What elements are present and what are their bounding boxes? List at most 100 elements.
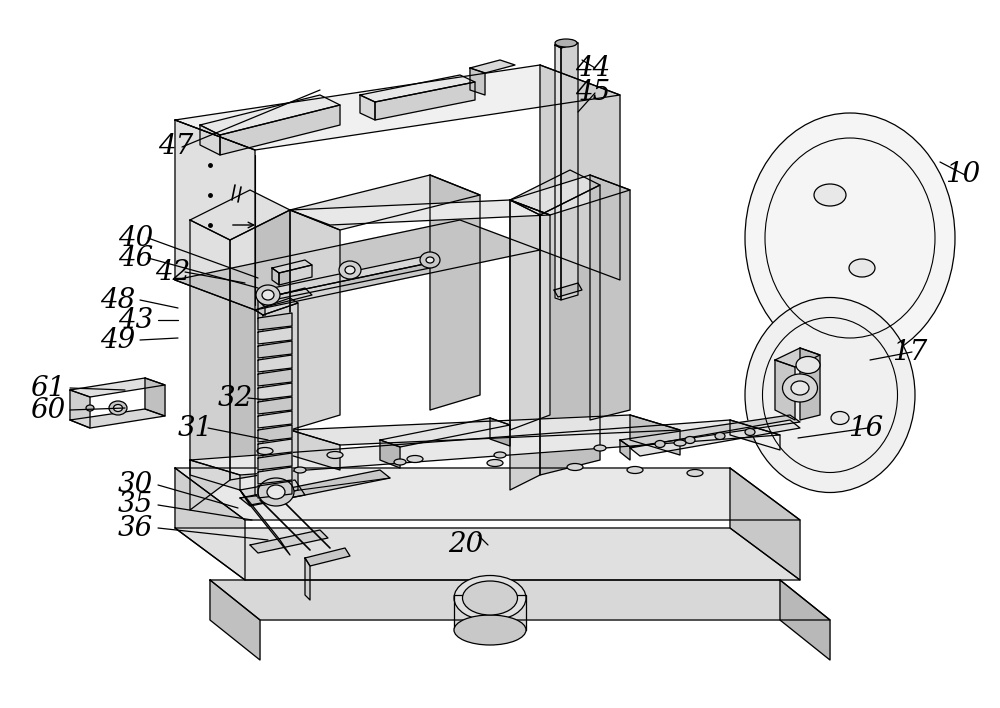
Polygon shape bbox=[620, 440, 630, 460]
Polygon shape bbox=[258, 383, 292, 400]
Polygon shape bbox=[255, 310, 263, 500]
Text: 20: 20 bbox=[448, 532, 483, 559]
Polygon shape bbox=[258, 327, 292, 344]
Text: 17: 17 bbox=[892, 338, 927, 365]
Text: 61: 61 bbox=[30, 375, 65, 401]
Ellipse shape bbox=[86, 405, 94, 411]
Polygon shape bbox=[290, 175, 480, 230]
Polygon shape bbox=[190, 420, 780, 475]
Text: 30: 30 bbox=[118, 472, 153, 498]
Text: 43: 43 bbox=[118, 307, 153, 333]
Ellipse shape bbox=[394, 459, 406, 465]
Ellipse shape bbox=[687, 469, 703, 476]
Ellipse shape bbox=[782, 374, 818, 402]
Ellipse shape bbox=[345, 266, 355, 274]
Polygon shape bbox=[470, 60, 515, 73]
Polygon shape bbox=[258, 481, 292, 498]
Polygon shape bbox=[175, 65, 620, 150]
Text: 48: 48 bbox=[100, 287, 135, 314]
Polygon shape bbox=[230, 210, 290, 480]
Text: 47: 47 bbox=[158, 134, 193, 161]
Polygon shape bbox=[258, 467, 292, 484]
Polygon shape bbox=[175, 468, 800, 520]
Ellipse shape bbox=[555, 39, 577, 47]
Polygon shape bbox=[258, 300, 265, 328]
Ellipse shape bbox=[454, 576, 526, 620]
Text: 40: 40 bbox=[118, 224, 153, 251]
Polygon shape bbox=[250, 530, 328, 553]
Polygon shape bbox=[510, 200, 550, 430]
Polygon shape bbox=[70, 390, 90, 428]
Ellipse shape bbox=[685, 437, 695, 443]
Polygon shape bbox=[730, 468, 800, 580]
Ellipse shape bbox=[339, 261, 361, 279]
Ellipse shape bbox=[258, 478, 294, 506]
Polygon shape bbox=[510, 170, 600, 215]
Polygon shape bbox=[200, 95, 340, 135]
Polygon shape bbox=[430, 175, 480, 410]
Polygon shape bbox=[490, 418, 510, 446]
Polygon shape bbox=[554, 283, 582, 297]
Ellipse shape bbox=[257, 447, 273, 455]
Text: 60: 60 bbox=[30, 396, 65, 423]
Ellipse shape bbox=[745, 113, 955, 363]
Polygon shape bbox=[210, 580, 260, 660]
Polygon shape bbox=[775, 360, 795, 420]
Ellipse shape bbox=[849, 259, 875, 277]
Polygon shape bbox=[360, 95, 375, 120]
Ellipse shape bbox=[114, 404, 122, 411]
Text: 49: 49 bbox=[100, 326, 135, 353]
Ellipse shape bbox=[831, 411, 849, 425]
Polygon shape bbox=[175, 468, 245, 580]
Polygon shape bbox=[630, 415, 680, 455]
Ellipse shape bbox=[420, 252, 440, 268]
Text: 44: 44 bbox=[575, 55, 610, 81]
Polygon shape bbox=[380, 418, 510, 447]
Polygon shape bbox=[800, 348, 820, 420]
Ellipse shape bbox=[674, 440, 686, 446]
Polygon shape bbox=[200, 125, 220, 155]
Text: 35: 35 bbox=[118, 491, 153, 518]
Polygon shape bbox=[70, 409, 165, 428]
Polygon shape bbox=[305, 548, 350, 566]
Polygon shape bbox=[540, 185, 600, 475]
Ellipse shape bbox=[715, 433, 725, 440]
Ellipse shape bbox=[454, 615, 526, 645]
Polygon shape bbox=[555, 40, 578, 48]
Polygon shape bbox=[210, 580, 830, 620]
Polygon shape bbox=[175, 220, 540, 310]
Polygon shape bbox=[375, 82, 475, 120]
Polygon shape bbox=[255, 298, 298, 315]
Polygon shape bbox=[258, 453, 292, 470]
Ellipse shape bbox=[426, 257, 434, 263]
Polygon shape bbox=[175, 120, 255, 310]
Ellipse shape bbox=[256, 285, 280, 305]
Polygon shape bbox=[290, 210, 340, 430]
Ellipse shape bbox=[567, 464, 583, 471]
Ellipse shape bbox=[494, 452, 506, 458]
Ellipse shape bbox=[594, 445, 606, 451]
Ellipse shape bbox=[814, 184, 846, 206]
Ellipse shape bbox=[745, 297, 915, 493]
Text: 31: 31 bbox=[178, 414, 213, 442]
Polygon shape bbox=[258, 411, 292, 428]
Polygon shape bbox=[290, 430, 340, 470]
Polygon shape bbox=[272, 260, 312, 273]
Polygon shape bbox=[70, 378, 165, 397]
Polygon shape bbox=[590, 175, 630, 420]
Polygon shape bbox=[730, 420, 780, 450]
Polygon shape bbox=[272, 268, 279, 285]
Polygon shape bbox=[258, 397, 292, 414]
Ellipse shape bbox=[262, 290, 274, 300]
Polygon shape bbox=[290, 415, 680, 445]
Polygon shape bbox=[240, 480, 305, 505]
Text: 45: 45 bbox=[575, 79, 610, 106]
Polygon shape bbox=[258, 369, 292, 386]
Polygon shape bbox=[555, 45, 561, 300]
Polygon shape bbox=[268, 262, 434, 301]
Polygon shape bbox=[258, 341, 292, 358]
Ellipse shape bbox=[109, 401, 127, 415]
Ellipse shape bbox=[462, 581, 518, 615]
Text: 16: 16 bbox=[848, 414, 883, 442]
Polygon shape bbox=[775, 348, 820, 367]
